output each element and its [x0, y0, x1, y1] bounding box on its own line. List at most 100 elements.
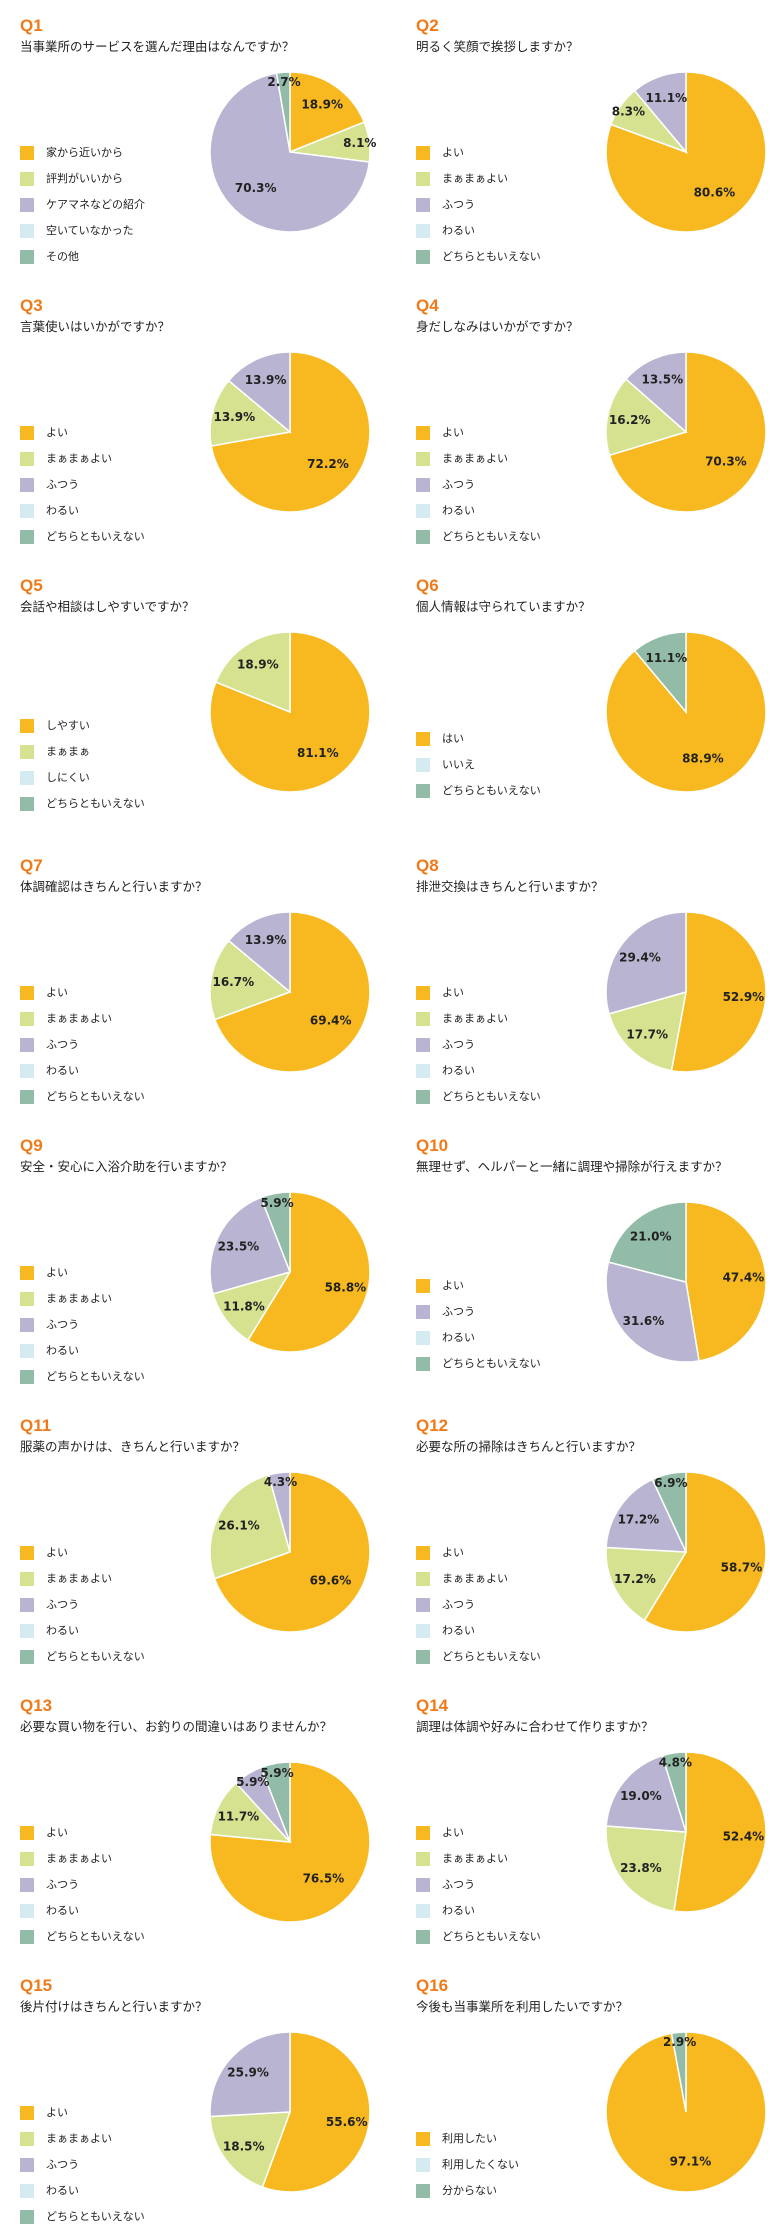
- chart-panel-q12: Q12 必要な所の掃除はきちんと行いますか？ よい まぁまぁよい ふつう わるい どちらとも…: [416, 1412, 772, 1664]
- legend-label: よい: [46, 1826, 68, 1839]
- slice-value-label: 4.3%: [264, 1475, 297, 1489]
- slice-value-label: 58.8%: [325, 1281, 367, 1295]
- pie-slice: [227, 351, 291, 434]
- legend-swatch: [20, 198, 34, 212]
- slice-value-label: 18.9%: [237, 657, 279, 671]
- legend-swatch: [416, 1331, 430, 1345]
- question-text: 必要な所の掃除はきちんと行いますか？: [416, 1439, 642, 1454]
- question-text: 身だしなみはいかがですか？: [416, 319, 579, 334]
- question-text: 明るく笑顔で挨拶しますか？: [416, 39, 579, 54]
- pie-slice: [670, 2031, 687, 2113]
- chart-panel-q11: Q11 服薬の声かけは、きちんと行いますか？ よい まぁまぁよい ふつう わるい どちらとも…: [20, 1412, 380, 1664]
- legend-label: よい: [46, 2106, 68, 2119]
- pie-slice: [605, 1261, 700, 1363]
- chart-panel-q9: Q9 安全・安心に入浴介助を行いますか？ よい まぁまぁよい ふつう わるい どちらともいえ…: [20, 1132, 380, 1384]
- legend-swatch: [20, 745, 34, 759]
- legend-swatch: [416, 146, 430, 160]
- slice-value-label: 80.6%: [694, 186, 736, 200]
- pie-chart: 97.1% 2.9%: [605, 2031, 767, 2193]
- question-number: Q3: [20, 296, 43, 315]
- question-number: Q13: [20, 1696, 53, 1715]
- legend-swatch: [416, 1279, 430, 1293]
- legend-swatch: [416, 986, 430, 1000]
- legend-swatch: [416, 1305, 430, 1319]
- legend-label: わるい: [46, 1064, 79, 1077]
- slice-value-label: 5.9%: [260, 1196, 293, 1210]
- legend-swatch: [20, 771, 34, 785]
- pie-slice: [685, 1201, 767, 1362]
- legend-swatch: [416, 1930, 430, 1944]
- pie-chart: 80.6% 8.3%11.1%: [605, 71, 767, 233]
- chart-panel-q14: Q14 調理は体調や好みに合わせて作りますか？ よい まぁまぁよい ふつう わるい どちらと…: [416, 1692, 772, 1944]
- pie-slice: [661, 1751, 687, 1833]
- legend-label: どちらともいえない: [46, 530, 145, 543]
- pie-chart: 52.9% 17.7% 29.4%: [605, 911, 767, 1073]
- legend-swatch: [416, 1878, 430, 1892]
- legend-swatch: [416, 504, 430, 518]
- legend-label: どちらともいえない: [442, 1357, 541, 1370]
- slice-value-label: 69.4%: [310, 1013, 352, 1027]
- slice-value-label: 2.9%: [663, 2035, 696, 2049]
- legend-label: わるい: [442, 1904, 475, 1917]
- pie-chart: 72.2% 13.9% 13.9%: [209, 351, 371, 513]
- legend-swatch: [20, 2132, 34, 2146]
- legend-swatch: [20, 1904, 34, 1918]
- slice-value-label: 52.4%: [723, 1829, 765, 1843]
- legend-swatch: [20, 2106, 34, 2120]
- legend-label: よい: [442, 1279, 464, 1292]
- question-text: 排泄交換はきちんと行いますか？: [416, 879, 604, 894]
- legend-label: その他: [46, 250, 79, 263]
- question-text: 必要な買い物を行い、お釣りの間違いはありませんか？: [20, 1719, 333, 1734]
- legend-swatch: [416, 1598, 430, 1612]
- slice-value-label: 5.9%: [260, 1766, 293, 1780]
- pie-chart: 81.1% 18.9%: [209, 631, 371, 793]
- legend-swatch: [20, 504, 34, 518]
- legend-label: どちらともいえない: [442, 530, 541, 543]
- question-number: Q7: [20, 856, 43, 875]
- legend-swatch: [416, 732, 430, 746]
- pie-slice: [209, 2111, 292, 2189]
- legend-label: わるい: [442, 1624, 475, 1637]
- legend-swatch: [20, 1930, 34, 1944]
- slice-value-label: 26.1%: [218, 1518, 260, 1532]
- pie-slice: [275, 71, 291, 153]
- pie-slice: [209, 72, 371, 233]
- slice-value-label: 88.9%: [682, 752, 724, 766]
- slice-value-label: 29.4%: [619, 950, 661, 964]
- question-text: 安全・安心に入浴介助を行いますか？: [20, 1159, 233, 1174]
- legend-label: 利用したい: [442, 2132, 497, 2145]
- legend-label: まぁまぁよい: [46, 1292, 112, 1305]
- question-text: 今後も当事業所を利用したいですか？: [416, 1999, 629, 2014]
- legend-swatch: [416, 172, 430, 186]
- slice-value-label: 11.1%: [645, 91, 687, 105]
- pie-chart: 76.5% 11.7% 5.9%5.9%: [209, 1761, 371, 1923]
- legend-swatch: [20, 1318, 34, 1332]
- legend-swatch: [416, 198, 430, 212]
- legend-label: 分からない: [442, 2184, 497, 2197]
- slice-value-label: 13.9%: [213, 410, 255, 424]
- chart-panel-q1: Q1 当事業所のサービスを選んだ理由はなんですか？ 家から近いから 評判がいいから ケア…: [20, 12, 380, 264]
- question-text: 体調確認はきちんと行いますか？: [20, 879, 208, 894]
- legend-swatch: [20, 1266, 34, 1280]
- pie-slice: [246, 1191, 371, 1353]
- legend-swatch: [20, 250, 34, 264]
- legend-swatch: [20, 1852, 34, 1866]
- pie-slice: [605, 1754, 688, 1833]
- question-text: 会話や相談はしやすいですか？: [20, 599, 195, 614]
- pie-slice: [633, 71, 687, 155]
- legend-swatch: [20, 2158, 34, 2172]
- question-number: Q12: [416, 1416, 449, 1435]
- pie-chart: 47.4% 31.6% 21.0%: [605, 1201, 767, 1363]
- legend-swatch: [20, 2210, 34, 2224]
- legend-swatch: [20, 1598, 34, 1612]
- legend-swatch: [20, 224, 34, 238]
- pie-slice: [605, 378, 688, 457]
- legend-swatch: [416, 758, 430, 772]
- legend-label: ふつう: [442, 1878, 475, 1891]
- slice-value-label: 55.6%: [326, 2115, 368, 2129]
- legend-swatch: [416, 426, 430, 440]
- pie-slice: [605, 1478, 688, 1553]
- slice-value-label: 31.6%: [623, 1314, 665, 1328]
- legend-swatch: [20, 172, 34, 186]
- slice-value-label: 70.3%: [705, 455, 747, 469]
